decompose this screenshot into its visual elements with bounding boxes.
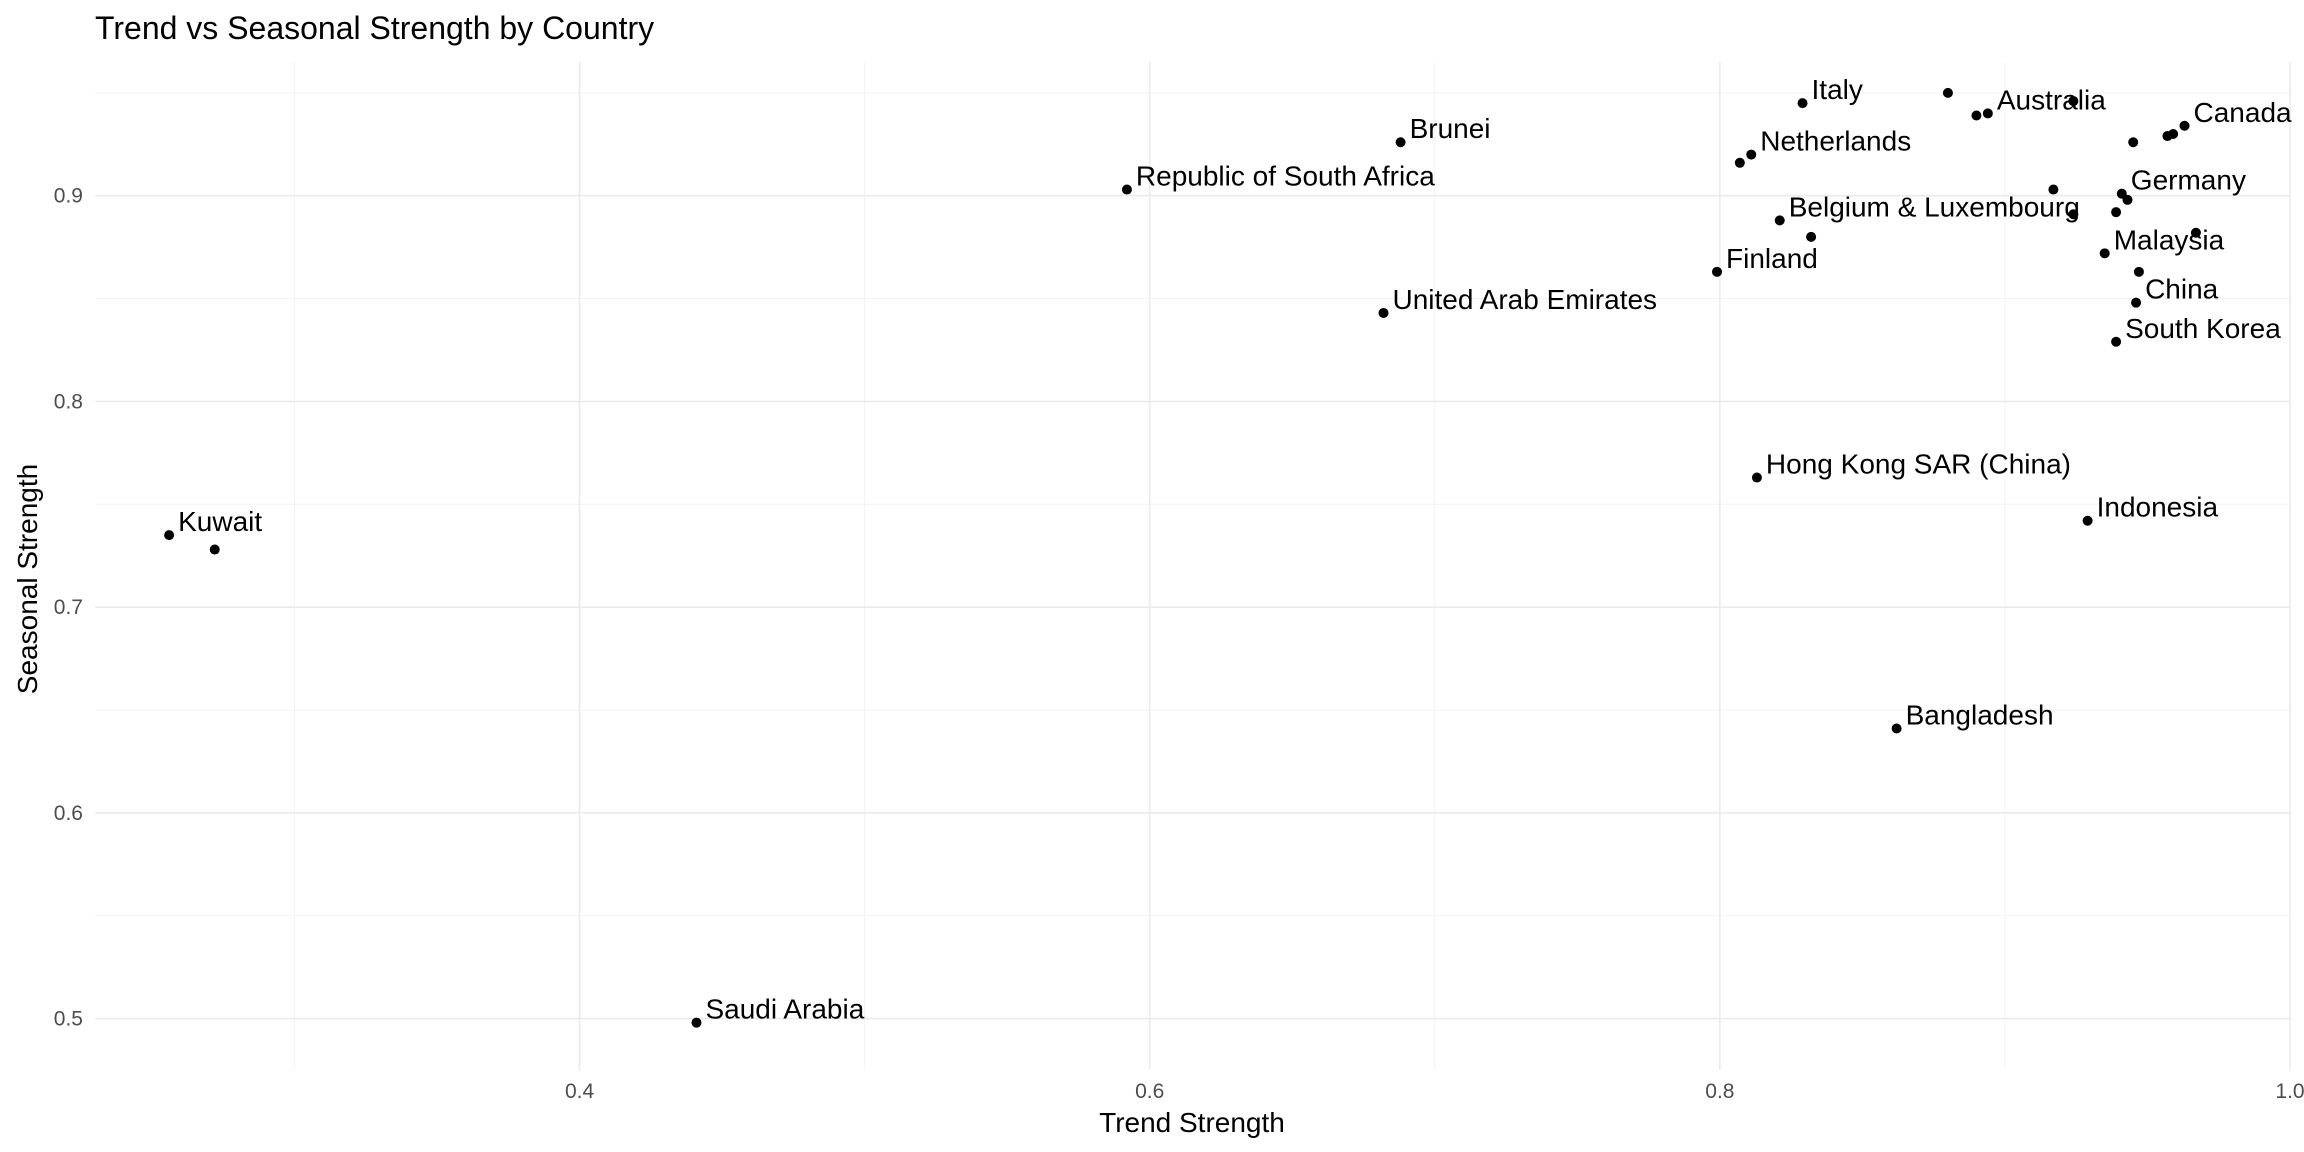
- data-point: [1797, 98, 1808, 109]
- point-label: Germany: [2131, 165, 2246, 196]
- data-point: [1971, 110, 1982, 121]
- data-point: [2099, 248, 2110, 259]
- data-point: [2128, 137, 2139, 148]
- x-tick-label: 0.6: [1135, 1080, 1164, 1103]
- y-tick-label: 0.6: [54, 802, 83, 825]
- point-labels: Kuwait Saudi Arabia Republic of South Afri…: [178, 74, 2292, 1025]
- data-point: [1121, 184, 1132, 195]
- point-label: Bangladesh: [1906, 700, 2054, 731]
- point-label: United Arab Emirates: [1392, 284, 1657, 315]
- data-point: [2111, 207, 2122, 218]
- y-tick-label: 0.9: [54, 185, 83, 208]
- x-tick-label: 0.4: [565, 1080, 595, 1103]
- point-label: Brunei: [1410, 113, 1491, 144]
- point-label: Netherlands: [1760, 126, 1911, 157]
- data-point: [1395, 137, 1406, 148]
- data-point: [2122, 194, 2133, 205]
- data-point: [2131, 297, 2142, 308]
- point-label: China: [2145, 274, 2219, 305]
- y-tick-label: 0.5: [54, 1008, 83, 1031]
- data-point: [1982, 108, 1993, 119]
- point-label: Finland: [1726, 243, 1818, 274]
- x-tick-label: 1.0: [2275, 1080, 2304, 1103]
- chart-title: Trend vs Seasonal Strength by Country: [95, 10, 654, 46]
- data-point: [2190, 227, 2201, 238]
- data-point: [2068, 96, 2079, 107]
- data-point: [1891, 723, 1902, 734]
- x-tick-label: 0.8: [1705, 1080, 1734, 1103]
- y-axis-title: Seasonal Strength: [12, 464, 43, 694]
- data-point: [2168, 129, 2179, 139]
- data-point: [1774, 215, 1785, 226]
- point-label: Republic of South Africa: [1136, 161, 1435, 192]
- data-point: [2048, 184, 2059, 195]
- data-point: [691, 1017, 702, 1028]
- data-point: [164, 530, 175, 541]
- point-label: Italy: [1812, 74, 1863, 105]
- point-label: Canada: [2194, 97, 2293, 128]
- data-point: [1806, 231, 1817, 242]
- data-point: [2111, 336, 2122, 347]
- data-points: [164, 87, 2201, 1028]
- data-point: [209, 544, 220, 555]
- point-label: Belgium & Luxembourg: [1789, 191, 2080, 222]
- x-axis-ticks: 0.4 0.6 0.8 1.0: [565, 1080, 2304, 1103]
- data-point: [1751, 472, 1762, 483]
- point-label: Malaysia: [2114, 224, 2225, 255]
- data-point: [2068, 209, 2079, 220]
- point-label: Australia: [1997, 84, 2106, 115]
- y-tick-label: 0.8: [54, 390, 83, 413]
- data-point: [1942, 87, 1953, 98]
- point-label: Hong Kong SAR (China): [1766, 449, 2071, 480]
- major-gridlines: [95, 62, 2291, 1070]
- y-tick-label: 0.7: [54, 596, 83, 619]
- data-point: [1378, 307, 1389, 318]
- point-label: South Korea: [2125, 313, 2281, 344]
- point-label: Indonesia: [2097, 492, 2219, 523]
- point-label: Saudi Arabia: [705, 994, 864, 1025]
- point-label: Kuwait: [178, 506, 262, 537]
- x-axis-title: Trend Strength: [1099, 1107, 1285, 1138]
- data-point: [1734, 157, 1745, 168]
- data-point: [2082, 515, 2093, 526]
- data-point: [2179, 120, 2190, 131]
- data-point: [2133, 266, 2144, 277]
- minor-gridlines: [95, 62, 2290, 1070]
- data-point: [1746, 149, 1757, 160]
- y-axis-ticks: 0.5 0.6 0.7 0.8 0.9: [54, 185, 83, 1031]
- data-point: [1712, 266, 1723, 277]
